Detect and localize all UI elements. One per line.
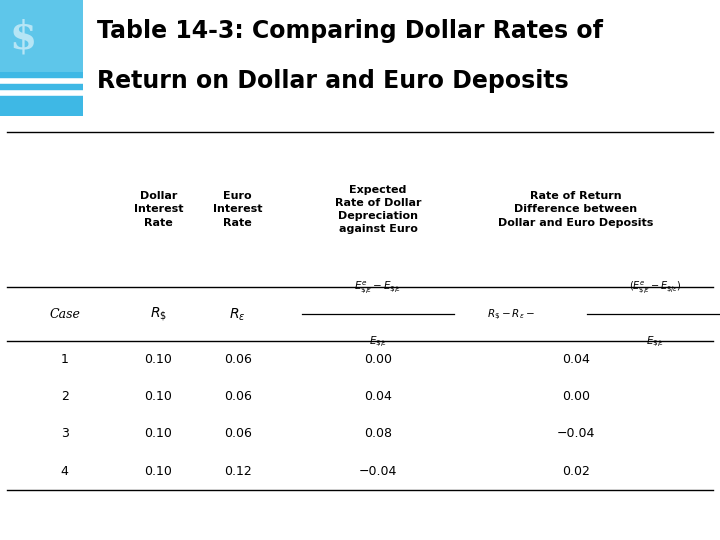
Text: 4: 4 — [61, 464, 68, 477]
Text: 0.06: 0.06 — [224, 353, 251, 366]
Text: $: $ — [9, 18, 37, 56]
Text: 0.08: 0.08 — [364, 428, 392, 441]
Text: Expected
Rate of Dollar
Depreciation
against Euro: Expected Rate of Dollar Depreciation aga… — [335, 185, 421, 234]
Text: 0.10: 0.10 — [145, 353, 172, 366]
Text: $E_{\$/\!\epsilon}$: $E_{\$/\!\epsilon}$ — [369, 334, 387, 348]
Text: Rate of Return
Difference between
Dollar and Euro Deposits: Rate of Return Difference between Dollar… — [498, 191, 654, 228]
Text: Return on Dollar and Euro Deposits: Return on Dollar and Euro Deposits — [97, 69, 569, 93]
Text: 0.04: 0.04 — [364, 390, 392, 403]
Text: $E^e_{\$/\!\epsilon} - E_{\$/\!\epsilon}$: $E^e_{\$/\!\epsilon} - E_{\$/\!\epsilon}… — [354, 279, 402, 295]
Text: 0.06: 0.06 — [224, 390, 251, 403]
Text: Table 14-3: Comparing Dollar Rates of: Table 14-3: Comparing Dollar Rates of — [97, 19, 603, 43]
Bar — [0, 0, 83, 72]
Text: −0.04: −0.04 — [359, 464, 397, 477]
Text: 3: 3 — [61, 428, 68, 441]
Text: −0.04: −0.04 — [557, 428, 595, 441]
Text: 0.04: 0.04 — [562, 353, 590, 366]
Text: Euro
Interest
Rate: Euro Interest Rate — [213, 191, 262, 228]
Text: 0.12: 0.12 — [224, 464, 251, 477]
Text: 0.10: 0.10 — [145, 390, 172, 403]
Text: Copyright ©2015 Pearson Education, Inc. All rights reserved.: Copyright ©2015 Pearson Education, Inc. … — [11, 516, 309, 525]
Bar — [0, 0, 83, 116]
Text: $E_{\$/\!\epsilon}$: $E_{\$/\!\epsilon}$ — [646, 334, 665, 348]
Text: $R_{\epsilon}$: $R_{\epsilon}$ — [229, 306, 246, 322]
Text: 0.00: 0.00 — [364, 353, 392, 366]
Text: 0.10: 0.10 — [145, 428, 172, 441]
Text: 0.00: 0.00 — [562, 390, 590, 403]
Text: 0.10: 0.10 — [145, 464, 172, 477]
Text: 0.02: 0.02 — [562, 464, 590, 477]
Text: Dollar
Interest
Rate: Dollar Interest Rate — [134, 191, 183, 228]
Text: $R_{\$} - R_{\epsilon} -$: $R_{\$} - R_{\epsilon} -$ — [487, 307, 535, 322]
Text: 1: 1 — [61, 353, 68, 366]
Text: 0.06: 0.06 — [224, 428, 251, 441]
Text: Case: Case — [50, 308, 80, 321]
Text: $R_{\$}$: $R_{\$}$ — [150, 306, 167, 323]
Text: 2: 2 — [61, 390, 68, 403]
Text: $(E^e_{\$/\!\epsilon} - E_{\$/\!\epsilon})$: $(E^e_{\$/\!\epsilon} - E_{\$/\!\epsilon… — [629, 279, 681, 295]
Text: 14-31: 14-31 — [681, 516, 709, 525]
